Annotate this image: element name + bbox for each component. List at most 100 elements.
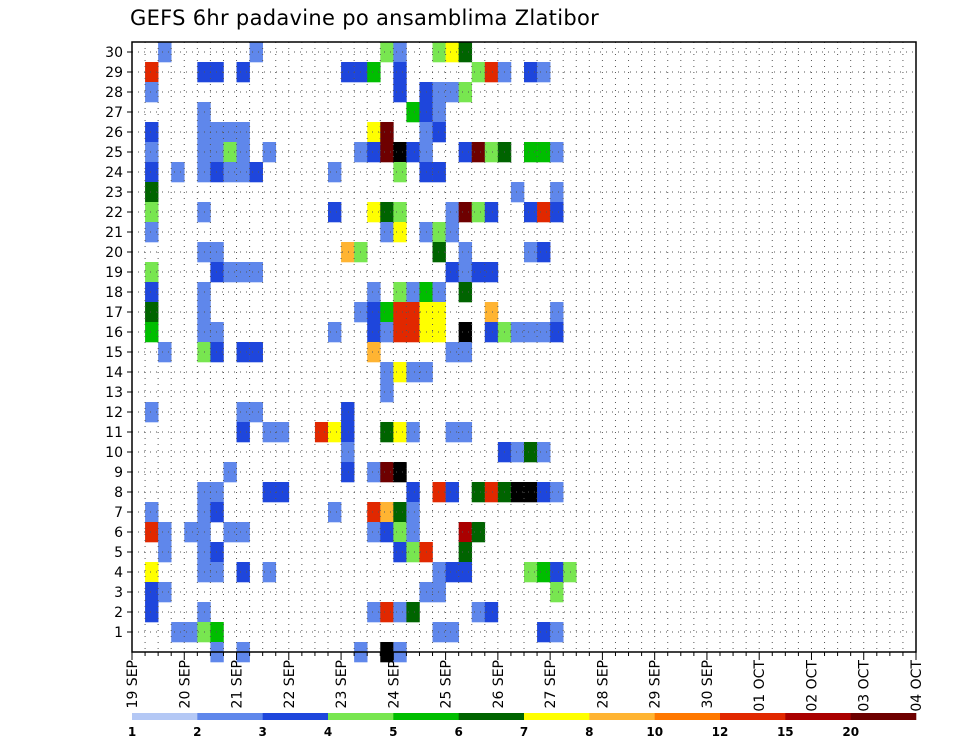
y-tick-label: 1 bbox=[114, 625, 123, 641]
heatmap-cell bbox=[262, 422, 277, 443]
colorbar-swatch bbox=[197, 713, 263, 720]
heatmap-cell bbox=[380, 422, 394, 443]
heatmap-cell bbox=[445, 622, 459, 643]
heatmap-cell bbox=[471, 602, 486, 623]
heatmap-cell bbox=[145, 62, 159, 83]
heatmap-cell bbox=[550, 582, 564, 603]
heatmap-cell bbox=[393, 302, 407, 323]
heatmap-cell bbox=[524, 442, 538, 463]
y-tick-label: 4 bbox=[114, 565, 123, 581]
y-tick-label: 9 bbox=[114, 465, 123, 481]
y-tick-label: 19 bbox=[105, 265, 123, 281]
colorbar-label: 10 bbox=[646, 725, 663, 739]
heatmap-cell bbox=[223, 162, 237, 183]
x-tick-label: 27 SEP bbox=[543, 660, 559, 708]
heatmap-cell bbox=[432, 222, 446, 243]
heatmap-cell bbox=[145, 402, 159, 423]
y-tick-label: 3 bbox=[114, 585, 123, 601]
heatmap-cell bbox=[406, 542, 420, 563]
heatmap-cell bbox=[380, 302, 394, 323]
heatmap-cell bbox=[236, 522, 250, 543]
heatmap-cell bbox=[210, 162, 224, 183]
colorbar-swatch bbox=[524, 713, 590, 720]
x-tick-label: 26 SEP bbox=[491, 660, 507, 708]
heatmap-cell bbox=[380, 122, 394, 143]
heatmap-cell bbox=[550, 302, 564, 323]
heatmap-cell bbox=[210, 342, 224, 363]
x-tick-label: 20 SEP bbox=[177, 660, 193, 708]
heatmap-cell bbox=[210, 322, 224, 343]
y-tick-label: 7 bbox=[114, 505, 123, 521]
heatmap-cell bbox=[262, 562, 277, 583]
heatmap-cell bbox=[145, 282, 159, 303]
heatmap-cell bbox=[406, 362, 420, 383]
x-tick-label: 03 OCT bbox=[857, 660, 873, 712]
heatmap-cell bbox=[458, 142, 473, 163]
heatmap-cell bbox=[484, 62, 499, 83]
y-tick-label: 28 bbox=[105, 85, 123, 101]
x-tick-label: 04 OCT bbox=[909, 660, 925, 712]
heatmap-cell bbox=[236, 122, 250, 143]
heatmap-cell bbox=[184, 522, 198, 543]
heatmap-cell bbox=[458, 242, 473, 263]
heatmap-cell bbox=[367, 282, 381, 303]
y-tick-label: 23 bbox=[105, 185, 123, 201]
y-tick-label: 17 bbox=[105, 305, 123, 321]
heatmap-cell bbox=[145, 222, 159, 243]
heatmap-cell bbox=[367, 522, 381, 543]
y-tick-label: 20 bbox=[105, 245, 123, 261]
y-tick-label: 24 bbox=[105, 165, 123, 181]
heatmap-cell bbox=[367, 602, 381, 623]
heatmap-cell bbox=[341, 242, 355, 263]
heatmap-cell bbox=[537, 622, 551, 643]
heatmap-cell bbox=[537, 142, 551, 163]
heatmap-cell bbox=[210, 122, 224, 143]
heatmap-cell bbox=[445, 262, 459, 283]
heatmap-cell bbox=[537, 322, 551, 343]
heatmap-cell bbox=[236, 402, 250, 423]
heatmap-cell bbox=[550, 182, 564, 203]
heatmap-cell bbox=[249, 162, 263, 183]
colorbar-swatch bbox=[720, 713, 786, 720]
heatmap-cell bbox=[210, 142, 224, 163]
heatmap-cell bbox=[524, 322, 538, 343]
heatmap-cell bbox=[432, 562, 446, 583]
y-tick-label: 29 bbox=[105, 65, 123, 81]
heatmap-cell bbox=[236, 562, 250, 583]
heatmap-cell bbox=[223, 142, 237, 163]
heatmap-cell bbox=[367, 502, 381, 523]
heatmap-cell bbox=[328, 422, 342, 443]
colorbar-swatch bbox=[785, 713, 851, 720]
heatmap-cell bbox=[524, 62, 538, 83]
heatmap-cell bbox=[249, 402, 263, 423]
heatmap-cell bbox=[432, 482, 446, 503]
heatmap-cell bbox=[367, 302, 381, 323]
colorbar-label: 4 bbox=[324, 725, 332, 739]
heatmap-cell bbox=[380, 202, 394, 223]
colorbar-label: 2 bbox=[193, 725, 201, 739]
heatmap-cell bbox=[380, 522, 394, 543]
heatmap-cell bbox=[236, 422, 250, 443]
colorbar-swatch bbox=[458, 713, 525, 720]
heatmap-cell bbox=[210, 242, 224, 263]
heatmap-cell bbox=[393, 542, 407, 563]
colorbar-label: 6 bbox=[455, 725, 463, 739]
y-tick-label: 16 bbox=[105, 325, 123, 341]
colorbar-label: 8 bbox=[585, 725, 593, 739]
heatmap-cell bbox=[328, 162, 342, 183]
heatmap-cell bbox=[406, 602, 420, 623]
y-tick-label: 5 bbox=[114, 545, 123, 561]
heatmap-cell bbox=[210, 262, 224, 283]
heatmap-cell bbox=[145, 262, 159, 283]
colorbar-swatch bbox=[328, 713, 394, 720]
heatmap-cell bbox=[524, 242, 538, 263]
heatmap-cell bbox=[380, 322, 394, 343]
heatmap-cell bbox=[341, 442, 355, 463]
heatmap-cell bbox=[171, 622, 185, 643]
heatmap-cell bbox=[432, 282, 446, 303]
heatmap-cell bbox=[432, 102, 446, 123]
heatmap-cell bbox=[158, 582, 172, 603]
heatmap-cell bbox=[406, 142, 420, 163]
heatmap-cell bbox=[445, 422, 459, 443]
heatmap-cell bbox=[393, 522, 407, 543]
